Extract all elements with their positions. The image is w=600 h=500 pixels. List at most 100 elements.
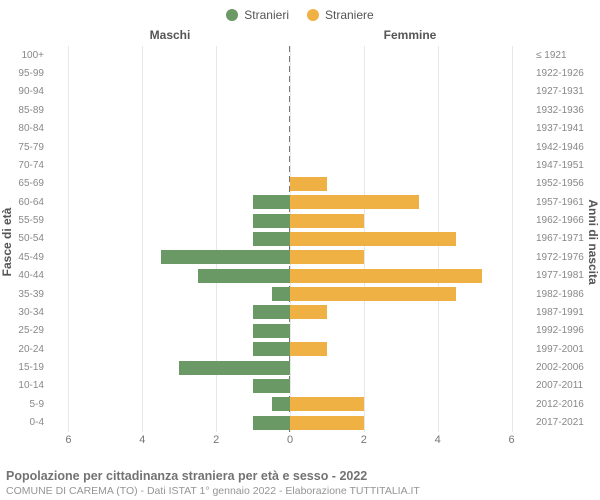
chart-row: 100+≤ 1921 bbox=[50, 46, 530, 64]
bar-male bbox=[253, 342, 290, 356]
birth-tick: 1927-1931 bbox=[536, 86, 584, 97]
bar-female bbox=[290, 416, 364, 430]
bar-female bbox=[290, 397, 364, 411]
age-tick: 100+ bbox=[21, 50, 44, 61]
bar-area bbox=[50, 138, 530, 156]
x-tick: 6 bbox=[508, 434, 514, 446]
birth-tick: 1992-1996 bbox=[536, 325, 584, 336]
bar-male bbox=[253, 214, 290, 228]
x-tick: 4 bbox=[139, 434, 145, 446]
bar-area bbox=[50, 120, 530, 138]
bar-area bbox=[50, 193, 530, 211]
bar-female bbox=[290, 177, 327, 191]
bar-female bbox=[290, 269, 482, 283]
age-tick: 30-34 bbox=[18, 307, 44, 318]
bar-female bbox=[290, 214, 364, 228]
x-tick: 4 bbox=[435, 434, 441, 446]
bar-female bbox=[290, 250, 364, 264]
birth-tick: ≤ 1921 bbox=[536, 50, 567, 61]
bar-male bbox=[253, 305, 290, 319]
bar-area bbox=[50, 211, 530, 229]
chart-row: 15-192002-2006 bbox=[50, 358, 530, 376]
bar-area bbox=[50, 358, 530, 376]
header-female: Femmine bbox=[290, 28, 530, 42]
chart-row: 80-841937-1941 bbox=[50, 120, 530, 138]
bar-area bbox=[50, 46, 530, 64]
bar-area bbox=[50, 64, 530, 82]
bar-area bbox=[50, 285, 530, 303]
age-tick: 15-19 bbox=[18, 362, 44, 373]
bar-female bbox=[290, 195, 419, 209]
birth-tick: 2002-2006 bbox=[536, 362, 584, 373]
legend-item-female: Straniere bbox=[307, 8, 374, 22]
age-tick: 55-59 bbox=[18, 215, 44, 226]
age-tick: 60-64 bbox=[18, 197, 44, 208]
bar-area bbox=[50, 83, 530, 101]
birth-tick: 1962-1966 bbox=[536, 215, 584, 226]
birth-tick: 2017-2021 bbox=[536, 417, 584, 428]
legend-swatch-female bbox=[307, 9, 319, 21]
birth-tick: 1922-1926 bbox=[536, 68, 584, 79]
age-tick: 75-79 bbox=[18, 142, 44, 153]
chart-row: 90-941927-1931 bbox=[50, 83, 530, 101]
age-tick: 50-54 bbox=[18, 233, 44, 244]
birth-tick: 1952-1956 bbox=[536, 178, 584, 189]
column-headers: Maschi Femmine bbox=[50, 28, 530, 42]
bar-area bbox=[50, 340, 530, 358]
x-tick: 0 bbox=[287, 434, 293, 446]
bar-area bbox=[50, 414, 530, 432]
bar-area bbox=[50, 267, 530, 285]
chart-row: 50-541967-1971 bbox=[50, 230, 530, 248]
bar-female bbox=[290, 287, 456, 301]
age-tick: 80-84 bbox=[18, 123, 44, 134]
age-tick: 95-99 bbox=[18, 68, 44, 79]
chart-row: 40-441977-1981 bbox=[50, 267, 530, 285]
birth-tick: 2007-2011 bbox=[536, 380, 583, 391]
chart-row: 10-142007-2011 bbox=[50, 377, 530, 395]
chart-row: 35-391982-1986 bbox=[50, 285, 530, 303]
chart-row: 75-791942-1946 bbox=[50, 138, 530, 156]
y-axis-label-left: Fasce di età bbox=[0, 208, 14, 277]
bar-area bbox=[50, 303, 530, 321]
birth-tick: 1982-1986 bbox=[536, 289, 584, 300]
birth-tick: 1937-1941 bbox=[536, 123, 584, 134]
bar-male bbox=[253, 324, 290, 338]
footer-title: Popolazione per cittadinanza straniera p… bbox=[6, 469, 594, 483]
chart-row: 60-641957-1961 bbox=[50, 193, 530, 211]
footer: Popolazione per cittadinanza straniera p… bbox=[6, 469, 594, 497]
age-tick: 5-9 bbox=[30, 399, 44, 410]
x-tick: 2 bbox=[361, 434, 367, 446]
legend-label-male: Stranieri bbox=[244, 8, 289, 22]
bar-area bbox=[50, 156, 530, 174]
chart-row: 85-891932-1936 bbox=[50, 101, 530, 119]
legend-item-male: Stranieri bbox=[226, 8, 289, 22]
header-male: Maschi bbox=[50, 28, 290, 42]
bar-female bbox=[290, 232, 456, 246]
chart-area: Maschi Femmine Fasce di età Anni di nasc… bbox=[0, 26, 600, 458]
bar-area bbox=[50, 377, 530, 395]
chart-row: 95-991922-1926 bbox=[50, 64, 530, 82]
birth-tick: 2012-2016 bbox=[536, 399, 584, 410]
birth-tick: 1997-2001 bbox=[536, 344, 584, 355]
age-tick: 90-94 bbox=[18, 86, 44, 97]
legend-label-female: Straniere bbox=[325, 8, 374, 22]
age-tick: 70-74 bbox=[18, 160, 44, 171]
bar-area bbox=[50, 248, 530, 266]
bar-male bbox=[179, 361, 290, 375]
bar-male bbox=[253, 379, 290, 393]
age-tick: 85-89 bbox=[18, 105, 44, 116]
age-tick: 20-24 bbox=[18, 344, 44, 355]
x-axis: 6420246 bbox=[50, 434, 530, 450]
bar-male bbox=[198, 269, 290, 283]
chart-row: 20-241997-2001 bbox=[50, 340, 530, 358]
chart-row: 55-591962-1966 bbox=[50, 211, 530, 229]
chart-row: 25-291992-1996 bbox=[50, 322, 530, 340]
bar-area bbox=[50, 230, 530, 248]
bar-male bbox=[253, 232, 290, 246]
footer-sub: COMUNE DI CAREMA (TO) - Dati ISTAT 1° ge… bbox=[6, 485, 594, 497]
bar-male bbox=[253, 416, 290, 430]
age-tick: 40-44 bbox=[18, 270, 44, 281]
chart-row: 65-691952-1956 bbox=[50, 175, 530, 193]
y-axis-label-right: Anni di nascita bbox=[586, 199, 600, 284]
x-tick: 6 bbox=[65, 434, 71, 446]
